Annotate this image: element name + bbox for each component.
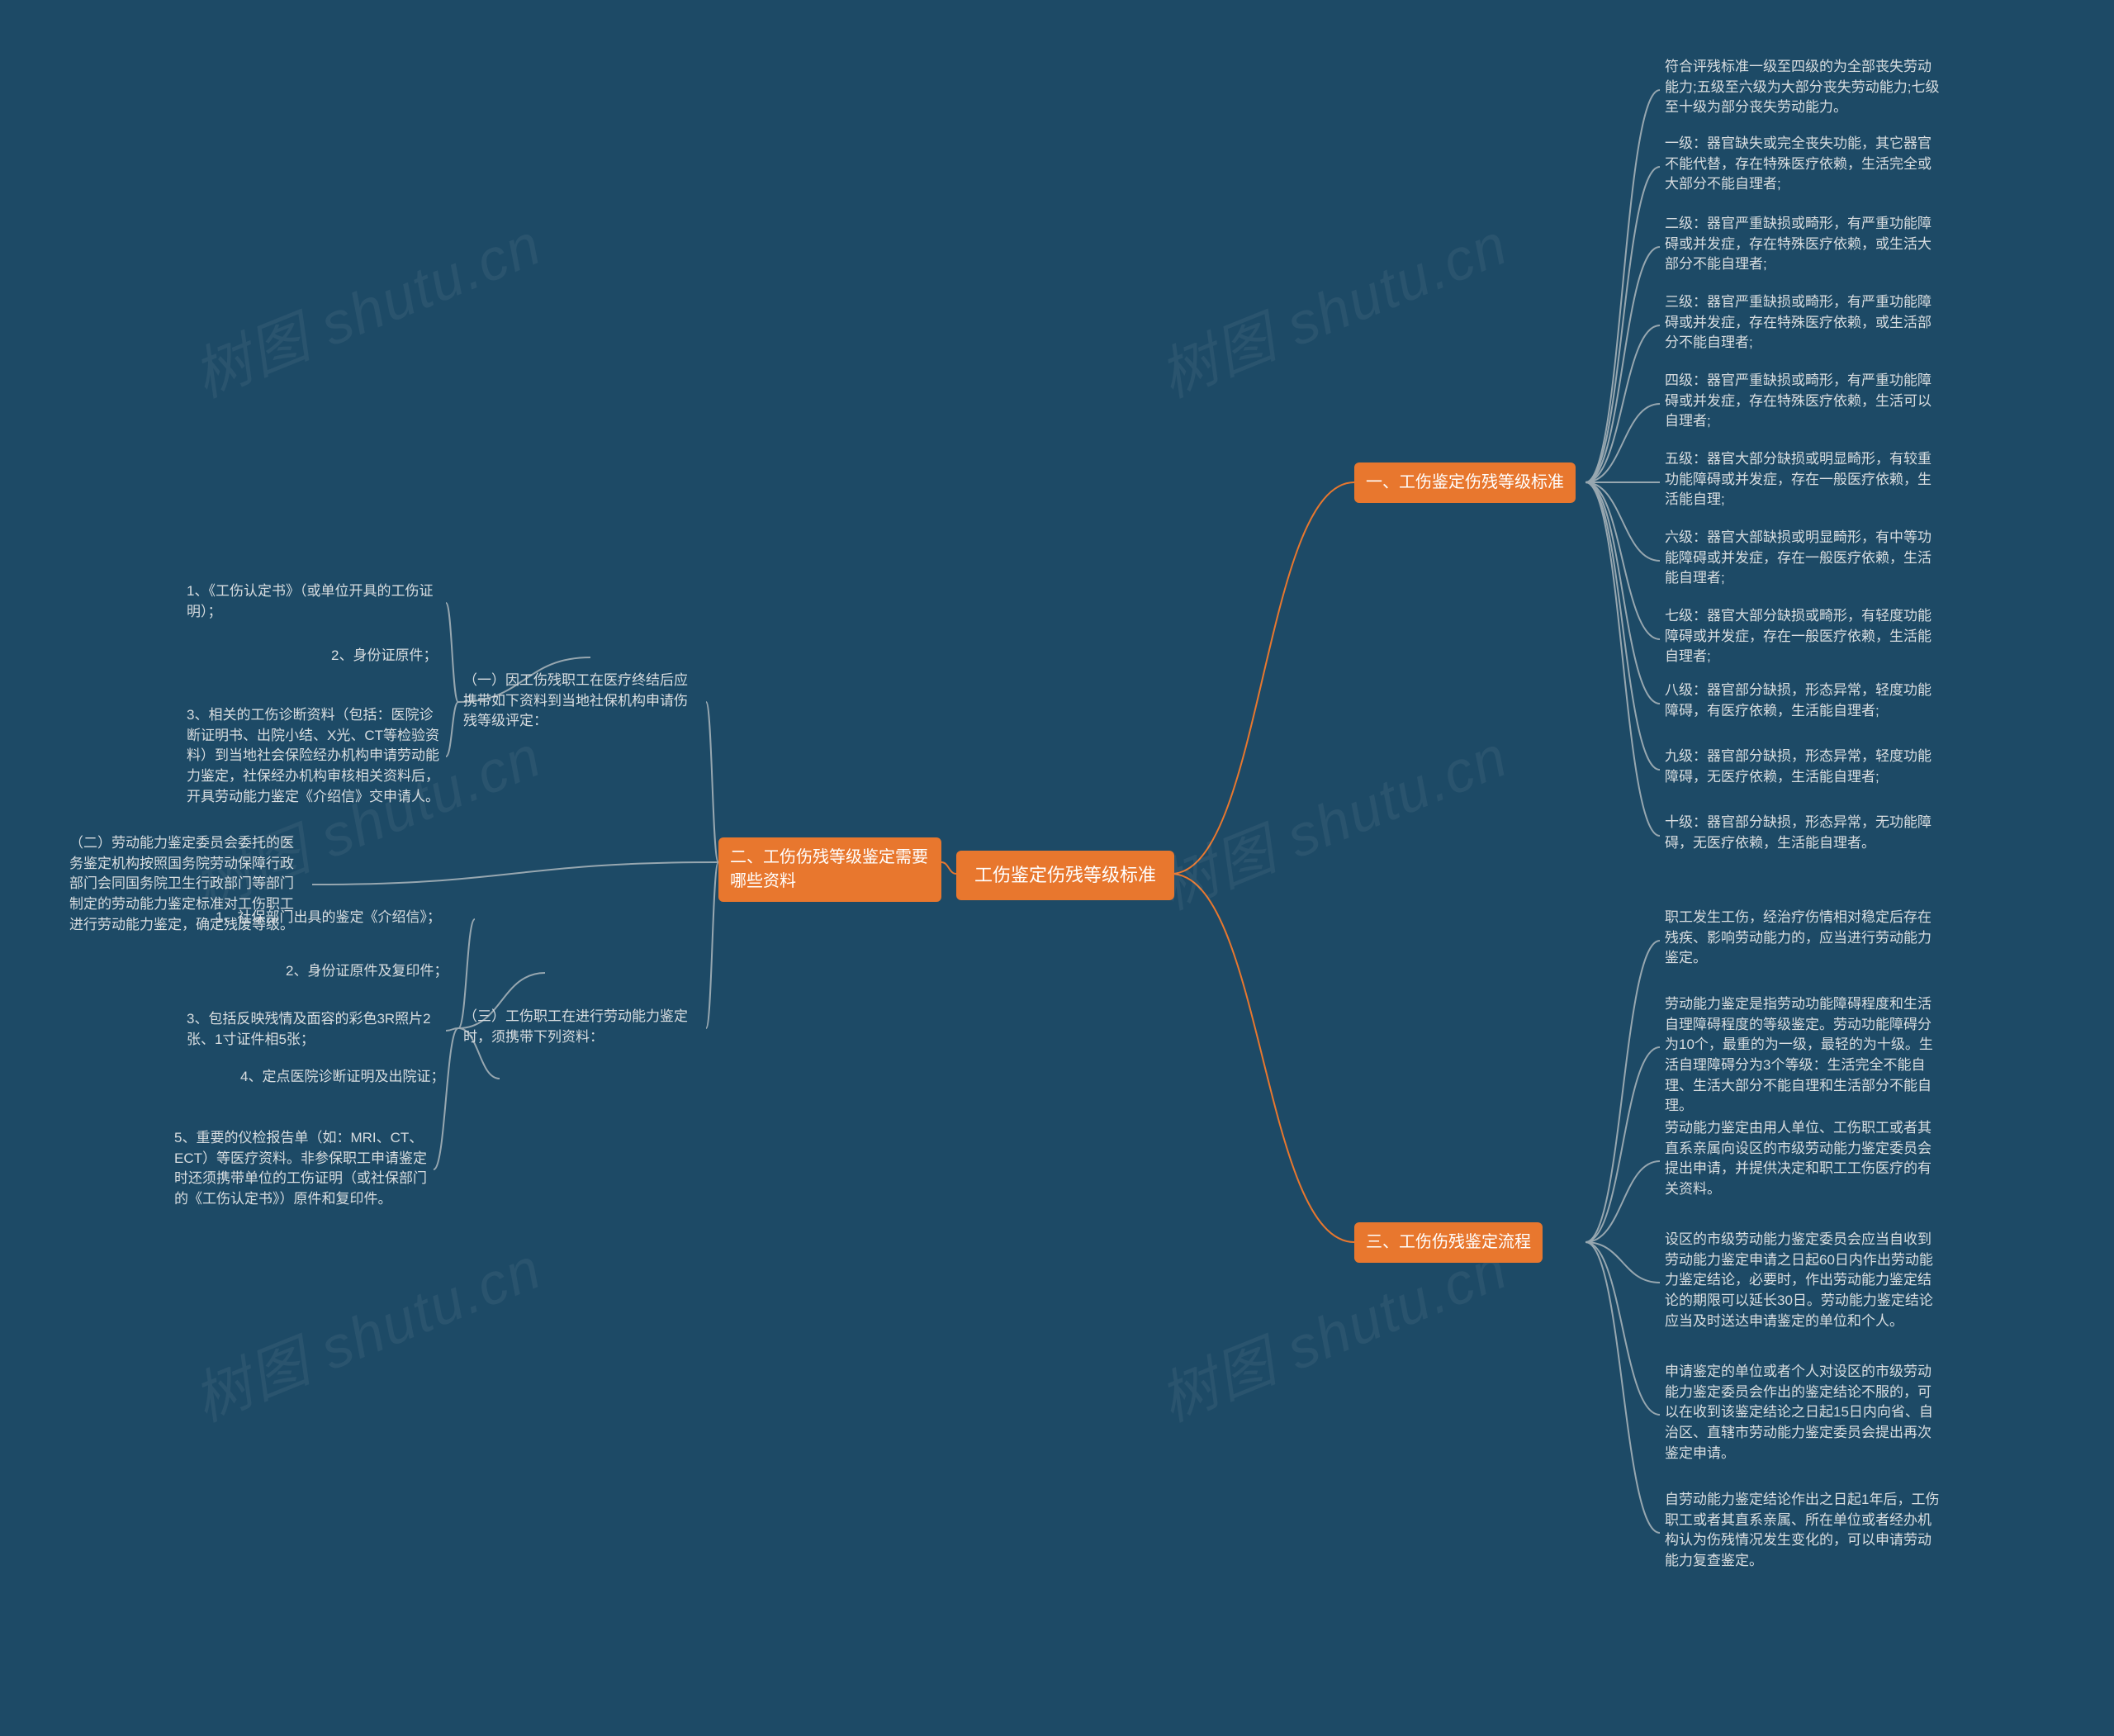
b3c4: 申请鉴定的单位或者个人对设区的市级劳动能力鉴定委员会作出的鉴定结论不服的，可以在…: [1660, 1359, 1945, 1467]
b3: 三、工伤伤残鉴定流程: [1354, 1222, 1543, 1263]
b2s1: （一）因工伤残职工在医疗终结后应携带如下资料到当地社保机构申请伤残等级评定：: [458, 667, 706, 735]
b2s3c4: 4、定点医院诊断证明及出院证；: [235, 1064, 500, 1091]
b1c3: 三级：器官严重缺损或畸形，有严重功能障碍或并发症，存在特殊医疗依赖，或生活部分不…: [1660, 289, 1945, 357]
b2: 二、工伤伤残等级鉴定需要哪些资料: [718, 837, 941, 902]
b3c0: 职工发生工伤，经治疗伤情相对稳定后存在残疾、影响劳动能力的，应当进行劳动能力鉴定…: [1660, 904, 1945, 972]
watermark: 树图 shutu.cn: [1145, 198, 1518, 414]
b3c3: 设区的市级劳动能力鉴定委员会应当自收到劳动能力鉴定申请之日起60日内作出劳动能力…: [1660, 1226, 1945, 1335]
b2s1c1: 1、《工伤认定书》（或单位开具的工伤证明）；: [182, 578, 446, 625]
watermark: 树图 shutu.cn: [1145, 710, 1518, 926]
b3c1: 劳动能力鉴定是指劳动功能障碍程度和生活自理障碍程度的等级鉴定。劳动功能障碍分为1…: [1660, 991, 1945, 1120]
b2s3c5: 5、重要的仪检报告单（如：MRI、CT、ECT）等医疗资料。非参保职工申请鉴定时…: [169, 1125, 434, 1213]
b2s3c2: 2、身份证原件及复印件；: [281, 958, 545, 985]
b1c6: 六级：器官大部缺损或明显畸形，有中等功能障碍或并发症，存在一般医疗依赖，生活能自…: [1660, 524, 1945, 592]
b1c7: 七级：器官大部分缺损或畸形，有轻度功能障碍或并发症，存在一般医疗依赖，生活能自理…: [1660, 603, 1945, 671]
b1: 一、工伤鉴定伤残等级标准: [1354, 462, 1576, 503]
b1c0: 符合评残标准一级至四级的为全部丧失劳动能力;五级至六级为大部分丧失劳动能力;七级…: [1660, 54, 1945, 121]
b1c2: 二级：器官严重缺损或畸形，有严重功能障碍或并发症，存在特殊医疗依赖，或生活大部分…: [1660, 211, 1945, 278]
b1c4: 四级：器官严重缺损或畸形，有严重功能障碍或并发症，存在特殊医疗依赖，生活可以自理…: [1660, 368, 1945, 435]
b1c5: 五级：器官大部分缺损或明显畸形，有较重功能障碍或并发症，存在一般医疗依赖，生活能…: [1660, 446, 1945, 514]
b2s1c2: 2、身份证原件；: [326, 643, 590, 670]
b3c2: 劳动能力鉴定由用人单位、工伤职工或者其直系亲属向设区的市级劳动能力鉴定委员会提出…: [1660, 1115, 1945, 1203]
b1c10: 十级：器官部分缺损，形态异常，无功能障碍，无医疗依赖，生活能自理者。: [1660, 809, 1945, 856]
b2s3c3: 3、包括反映残情及面容的彩色3R照片2张、1寸证件相5张；: [182, 1006, 446, 1053]
watermark: 树图 shutu.cn: [179, 1222, 552, 1438]
b2s1c3: 3、相关的工伤诊断资料（包括：医院诊断证明书、出院小结、X光、CT等检验资料）到…: [182, 702, 446, 810]
b1c1: 一级：器官缺失或完全丧失功能，其它器官不能代替，存在特殊医疗依赖，生活完全或大部…: [1660, 130, 1945, 198]
b1c9: 九级：器官部分缺损，形态异常，轻度功能障碍，无医疗依赖，生活能自理者;: [1660, 743, 1945, 790]
root-node: 工伤鉴定伤残等级标准: [956, 851, 1174, 900]
b2s3c1: 1、社保部门出具的鉴定《介绍信》；: [211, 904, 475, 932]
b1c8: 八级：器官部分缺损，形态异常，轻度功能障碍，有医疗依赖，生活能自理者;: [1660, 677, 1945, 724]
b3c5: 自劳动能力鉴定结论作出之日起1年后，工伤职工或者其直系亲属、所在单位或者经办机构…: [1660, 1487, 1945, 1575]
watermark: 树图 shutu.cn: [179, 198, 552, 414]
b2s3: （三）工伤职工在进行劳动能力鉴定时，须携带下列资料：: [458, 1003, 706, 1051]
